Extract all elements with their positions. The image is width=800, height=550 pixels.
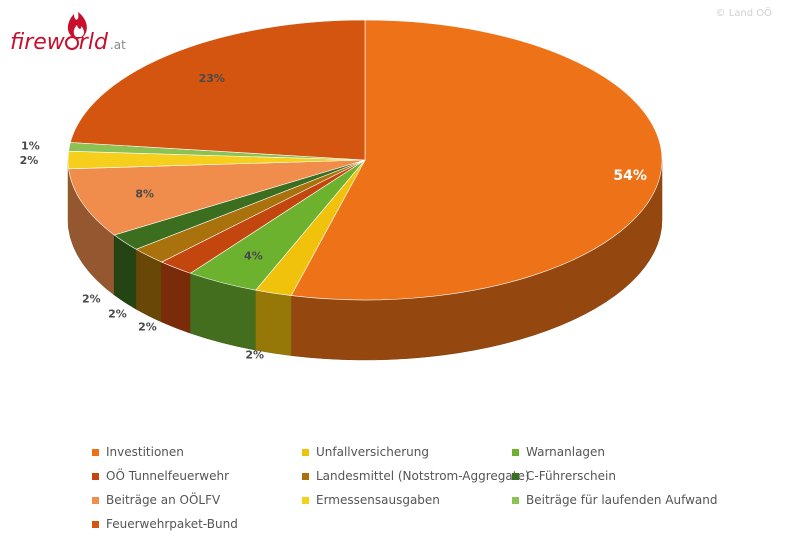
legend-swatch [512, 496, 519, 504]
legend-swatch [92, 496, 99, 504]
slice-label-0: 54% [613, 168, 647, 184]
flame-icon [67, 12, 87, 39]
legend-label: Unfallversicherung [316, 445, 429, 459]
legend-label: Investitionen [106, 445, 184, 459]
pie-side-walls [67, 159, 663, 361]
legend-item-6: Beiträge an OÖLFV [92, 492, 302, 508]
legend-label: Warnanlagen [526, 445, 606, 459]
legend-swatch [512, 472, 519, 480]
legend-label: Beiträge an OÖLFV [106, 493, 221, 507]
legend-swatch [302, 472, 309, 480]
legend-swatch [302, 448, 309, 456]
pie-side-1 [255, 289, 292, 356]
slice-label-3: 2% [138, 321, 157, 334]
pie-side-3 [161, 261, 191, 334]
chart-legend: Investitionen Unfallversicherung Warnanlag… [92, 444, 752, 532]
legend-item-0: Investitionen [92, 444, 302, 460]
legend-item-1: Unfallversicherung [302, 444, 512, 460]
pie-chart: 54%2%4%2%2%2%8%2%1%23% [20, 19, 663, 361]
globe-icon [64, 36, 79, 50]
pie-slice-6 [68, 159, 366, 236]
legend-swatch [92, 520, 99, 528]
slice-label-8: 1% [21, 140, 40, 153]
legend-swatch [92, 448, 99, 456]
slice-label-7: 2% [20, 154, 39, 167]
legend-label: Ermessensausgaben [316, 493, 440, 507]
legend-label: OÖ Tunnelfeuerwehr [106, 469, 230, 483]
pie-slice-0 [290, 19, 663, 301]
legend-item-9: Feuerwehrpaket-Bund [92, 516, 302, 532]
legend-swatch [302, 496, 309, 504]
legend-item-5: C-Führerschein [512, 468, 752, 484]
slice-label-9: 23% [199, 72, 225, 85]
fireworld-logo: firew rld .at [4, 4, 154, 60]
legend-item-8: Beiträge für laufenden Aufwand [512, 492, 752, 508]
logo-text-part2: rld [78, 30, 108, 55]
legend-label: C-Führerschein [526, 469, 616, 483]
slice-label-5: 2% [82, 293, 101, 306]
legend-swatch [92, 472, 99, 480]
copyright-label: © Land OÖ [715, 8, 772, 19]
logo-suffix: .at [109, 38, 126, 52]
legend-item-2: Warnanlagen [512, 444, 752, 460]
legend-item-7: Ermessensausgaben [302, 492, 512, 508]
legend-item-3: OÖ Tunnelfeuerwehr [92, 468, 302, 484]
slice-label-6: 8% [135, 188, 154, 201]
pie-slice-9 [69, 19, 366, 161]
logo-text-part1: firew [10, 30, 65, 55]
legend-label: Landesmittel (Notstrom-Aggregate) [316, 469, 530, 483]
logo-wordmark: firew rld .at [10, 30, 126, 55]
slice-label-4: 2% [108, 307, 127, 320]
legend-label: Beiträge für laufenden Aufwand [526, 493, 718, 507]
legend-label: Feuerwehrpaket-Bund [106, 517, 238, 531]
pie-slices [67, 19, 663, 301]
legend-swatch [512, 448, 519, 456]
legend-item-4: Landesmittel (Notstrom-Aggregate) [302, 468, 530, 484]
slice-label-2: 4% [244, 250, 263, 263]
slice-label-1: 2% [245, 348, 264, 361]
pie-labels: 54%2%4%2%2%2%8%2%1%23% [20, 72, 647, 361]
